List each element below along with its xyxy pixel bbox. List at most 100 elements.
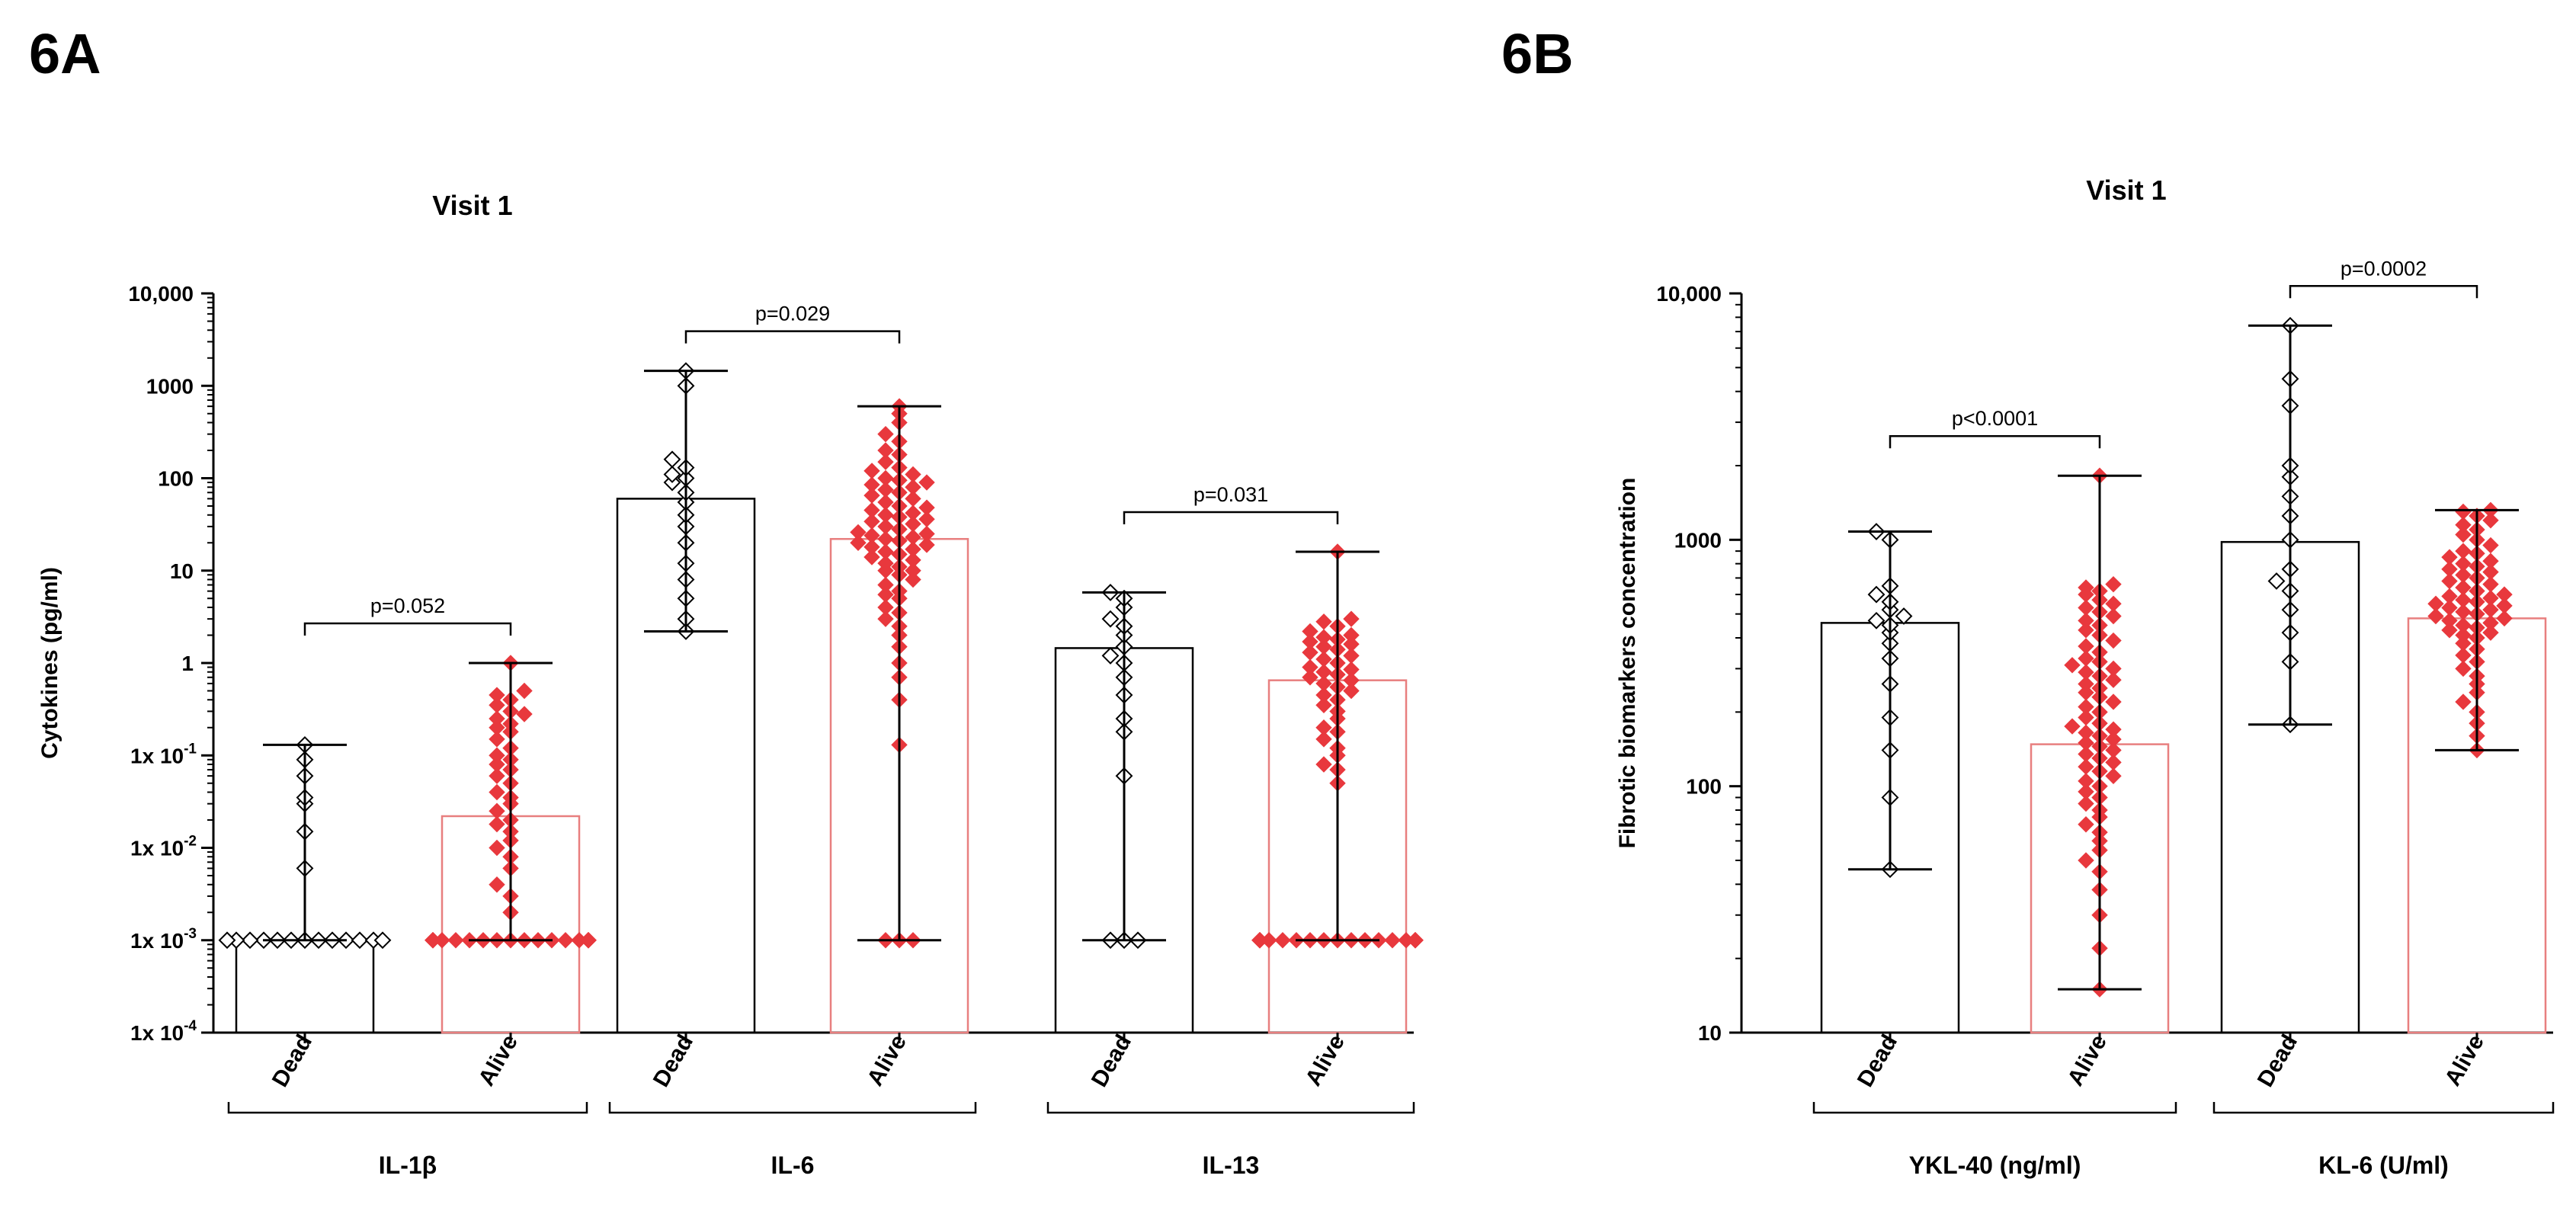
data-point-alive [2441,588,2458,605]
data-point-alive [2441,561,2458,578]
data-point-alive [877,576,894,594]
data-point-alive [2455,517,2472,533]
data-point-alive [516,706,533,722]
data-point-alive [2455,503,2472,521]
y-tick-label: 1 [181,652,194,675]
data-point-alive [2078,638,2094,655]
x-category-label: Alive [863,1030,912,1091]
data-point-alive [2078,852,2094,869]
data-point-alive [2078,795,2094,812]
y-tick-label: 1x 10-1 [130,741,197,767]
data-point-alive [489,687,505,703]
group-label: YKL-40 (ng/ml) [1909,1152,2081,1179]
data-point-alive [1302,644,1318,661]
data-point-alive [2427,607,2444,625]
data-point-alive [905,529,921,546]
data-point-alive [905,466,921,483]
data-point-dead [2267,572,2286,590]
data-point-alive [1343,661,1360,678]
data-point-alive [2455,626,2472,644]
data-point-alive [1315,756,1332,773]
group-bracket [2212,1102,2555,1114]
data-point-alive [2482,553,2499,569]
data-point-alive [918,537,935,553]
data-point-alive [877,586,894,603]
data-point-alive [877,481,894,498]
data-point-dead [1867,585,1886,604]
data-point-alive [918,525,935,543]
data-point-alive [2455,579,2472,596]
data-point-alive [489,815,505,833]
data-point-alive [2105,671,2122,688]
data-point-alive [2078,612,2094,629]
data-point-alive [2482,512,2499,529]
data-point-alive [877,599,894,616]
panel-a-label: 6A [29,22,101,85]
data-point-dead [351,931,369,950]
data-point-alive [1343,636,1360,652]
data-point-alive [1302,658,1318,676]
x-category-label: Alive [474,1030,523,1091]
data-point-alive [2441,612,2458,629]
data-point-alive [1315,638,1332,655]
y-tick-label: 1x 10-3 [130,926,197,953]
data-point-alive [2441,622,2458,639]
data-point-alive [863,539,880,556]
data-point-alive [2105,731,2122,748]
y-tick-label: 1x 10-4 [130,1018,197,1045]
data-point-alive [2078,783,2094,800]
data-point-alive [2455,526,2472,543]
data-point-alive [863,527,880,544]
data-point-alive [2078,745,2094,763]
group-label: IL-1β [379,1152,437,1179]
data-point-alive [489,697,505,713]
p-value-label: p=0.029 [755,303,830,325]
data-point-dead [1867,611,1886,629]
data-point-alive [877,425,894,443]
data-point-alive [2482,601,2499,618]
data-point-alive [877,494,894,511]
data-point-alive [2482,624,2499,641]
y-axis-label: Cytokines (pg/ml) [37,567,62,759]
data-point-alive [2482,563,2499,581]
data-point-alive [2105,754,2122,771]
data-point-alive [2078,622,2094,639]
data-point-alive [1302,669,1318,686]
data-point-alive [489,710,505,727]
significance-bracket [1889,434,2101,449]
data-point-dead [241,931,259,950]
data-point-alive [1343,647,1360,665]
chart-title: Visit 1 [432,190,512,221]
data-point-alive [1302,633,1318,650]
group-bracket [1046,1102,1415,1114]
data-point-alive [2496,610,2513,627]
data-point-alive [2078,735,2094,751]
data-point-alive [489,876,505,893]
data-point-alive [2105,742,2122,759]
group-label: IL-6 [771,1152,815,1179]
x-category-label: Alive [1301,1030,1350,1091]
data-point-alive [918,474,935,491]
data-point-alive [2078,698,2094,716]
data-point-alive [877,469,894,487]
data-point-alive [1343,682,1360,700]
data-point-alive [863,513,880,530]
data-point-dead [1895,607,1913,625]
x-category-label: Dead [649,1030,698,1091]
data-point-alive [2078,773,2094,790]
bar-dead [235,939,375,1034]
data-point-alive [2455,604,2472,620]
significance-bracket [1123,511,1339,524]
data-point-alive [877,442,894,459]
data-point-alive [877,610,894,627]
data-point-alive [2455,566,2472,584]
x-category-label: Dead [268,1030,317,1091]
data-point-alive [877,555,894,572]
data-point-alive [905,571,921,588]
group-label: KL-6 (U/ml) [2318,1152,2449,1179]
data-point-alive [905,490,921,508]
data-point-alive [877,518,894,535]
data-point-alive [2482,537,2499,554]
data-point-alive [863,549,880,565]
data-point-alive [2441,572,2458,590]
